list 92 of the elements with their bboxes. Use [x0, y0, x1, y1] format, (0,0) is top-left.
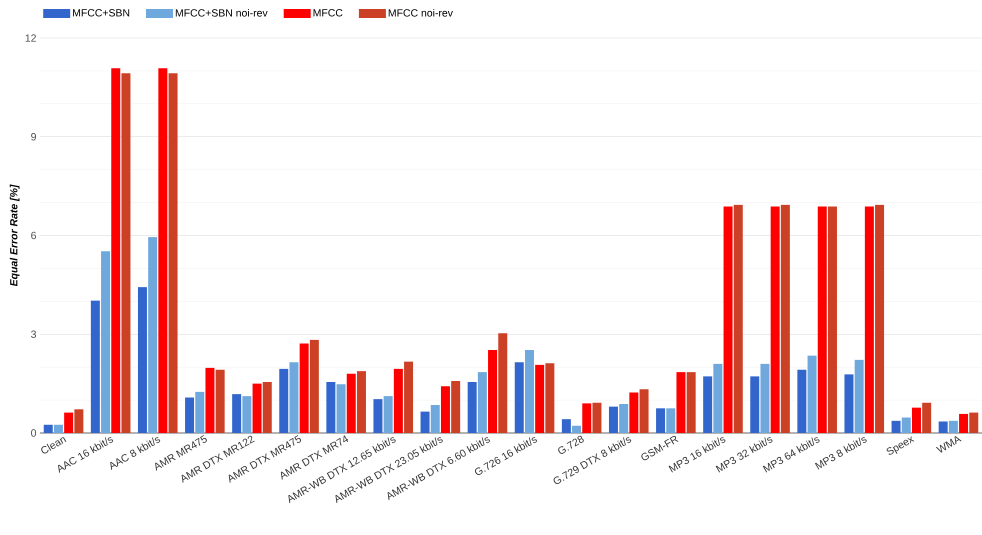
- bar: [912, 408, 921, 433]
- bar: [938, 421, 948, 433]
- bar: [468, 382, 477, 433]
- bar: [440, 386, 450, 433]
- bar: [420, 412, 430, 433]
- bar: [168, 73, 178, 433]
- y-tick-label: 9: [31, 133, 36, 140]
- bar: [608, 406, 618, 433]
- bar: [252, 384, 262, 433]
- y-tick-label: 6: [31, 232, 36, 240]
- bar: [828, 206, 837, 433]
- bar: [262, 382, 272, 433]
- bar: [948, 420, 958, 433]
- y-tick-label: 3: [31, 330, 36, 338]
- bar: [640, 389, 649, 433]
- bar: [854, 360, 864, 433]
- bar: [326, 382, 336, 433]
- legend-label: MFCC noi-rev: [388, 8, 453, 17]
- bar: [713, 364, 722, 433]
- legend-label: MFCC: [314, 9, 343, 16]
- bar: [138, 287, 147, 433]
- legend-label: MFCC+SBN noi-rev: [176, 8, 268, 17]
- bar: [629, 392, 638, 433]
- bar: [289, 362, 298, 433]
- bar: [384, 396, 393, 433]
- bar: [524, 350, 534, 433]
- bar: [892, 420, 901, 433]
- bar: [592, 402, 602, 433]
- bar: [780, 204, 790, 433]
- bar: [356, 371, 366, 433]
- x-tick-label: Clean: [41, 437, 66, 454]
- bar: [478, 372, 487, 433]
- bar: [346, 374, 356, 433]
- bar: [922, 402, 932, 433]
- bar: [514, 362, 524, 433]
- legend-label: MFCC+SBN: [73, 9, 130, 16]
- bar: [666, 408, 676, 433]
- bar: [724, 206, 733, 433]
- bar: [969, 412, 978, 433]
- bar: [703, 376, 712, 433]
- bar: [808, 356, 817, 433]
- bar: [619, 404, 628, 433]
- bar: [572, 426, 582, 433]
- bar: [195, 392, 204, 433]
- bar: [734, 204, 743, 433]
- bar: [676, 372, 686, 433]
- bar: [216, 370, 225, 433]
- bar: [44, 424, 53, 433]
- y-tick-label: 12: [26, 34, 36, 42]
- bar: [158, 68, 168, 433]
- bar: [54, 424, 63, 433]
- bar: [64, 412, 74, 433]
- bar: [121, 73, 130, 433]
- bar: [90, 300, 100, 433]
- bar: [562, 419, 571, 433]
- bar: [310, 340, 319, 433]
- bar: [279, 368, 288, 433]
- bar: [535, 364, 544, 433]
- bar: [242, 396, 252, 433]
- bar: [394, 368, 403, 433]
- bar: [844, 374, 854, 433]
- bar: [902, 418, 911, 433]
- bar: [430, 405, 440, 433]
- bar: [451, 380, 460, 433]
- bar: [148, 237, 158, 433]
- bar: [750, 376, 760, 433]
- bar: [205, 368, 214, 433]
- bar: [875, 204, 884, 433]
- x-tick-label: WMA: [936, 436, 962, 453]
- bar: [336, 384, 346, 433]
- bar: [686, 372, 696, 433]
- bar: [545, 363, 554, 433]
- bar: [488, 350, 498, 433]
- bar: [864, 206, 874, 433]
- bar: [404, 362, 414, 433]
- y-axis-title: Equal Error Rate [%]: [10, 184, 20, 286]
- bar: [498, 333, 508, 433]
- bar: [300, 343, 309, 433]
- bar: [101, 251, 110, 433]
- bar: [797, 370, 806, 433]
- bar: [656, 408, 666, 433]
- bar: [111, 68, 120, 433]
- bar: [74, 409, 84, 433]
- bar: [185, 397, 194, 433]
- bar: [959, 414, 968, 433]
- bar: [582, 403, 592, 433]
- bar: [770, 206, 780, 433]
- bar: [818, 206, 827, 433]
- bar: [232, 394, 242, 433]
- y-tick-label: 0: [31, 429, 36, 437]
- bar: [373, 399, 382, 433]
- bar: [760, 364, 770, 433]
